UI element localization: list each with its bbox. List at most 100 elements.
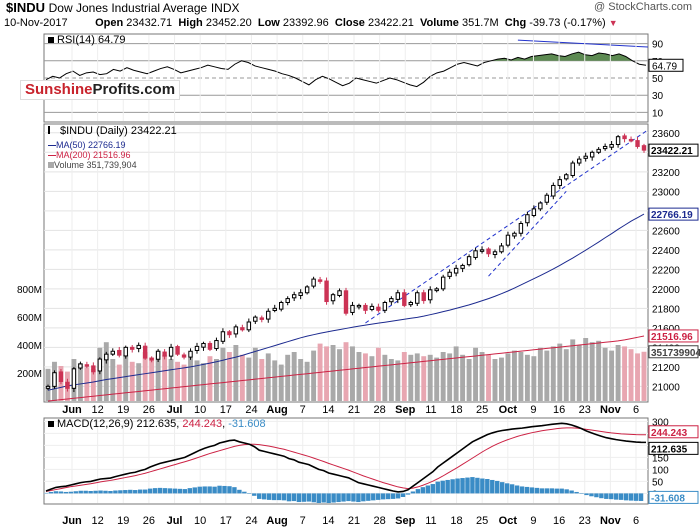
volume-tick-label: 400M xyxy=(17,341,42,352)
date-label-bottom: Jul xyxy=(167,515,183,527)
volume-bar xyxy=(304,361,310,401)
date-label: Nov xyxy=(600,404,622,416)
macd-histogram-bar xyxy=(544,488,550,494)
quote-high: 23452.20 xyxy=(205,17,252,29)
volume-bar xyxy=(447,353,453,401)
macd-histogram-bar xyxy=(519,486,525,494)
date-label: 18 xyxy=(450,404,462,416)
axis-labels: 907050301064.792100021200214002160021800… xyxy=(17,40,700,527)
volume-bar xyxy=(311,350,317,401)
candle xyxy=(376,306,381,311)
macd-histogram-bar xyxy=(614,493,619,500)
volume-bar xyxy=(356,352,362,401)
date-label: 25 xyxy=(476,404,488,416)
volume-bar xyxy=(440,352,446,401)
volume-bar xyxy=(285,354,291,401)
volume-bar xyxy=(252,347,258,401)
price-tick-label: 23200 xyxy=(652,168,680,179)
macd-histogram-bar xyxy=(445,479,450,494)
macd-histogram-bar xyxy=(549,488,554,494)
volume-bar xyxy=(123,354,129,401)
macd-histogram-bar xyxy=(83,490,88,494)
macd-tick-label: 300 xyxy=(652,417,669,428)
macd-histogram-bar xyxy=(524,486,530,494)
date-label: 24 xyxy=(245,404,257,416)
candle xyxy=(583,155,588,159)
macd-histogram-bar xyxy=(301,493,307,502)
quote-low: 23392.96 xyxy=(282,17,329,29)
candle xyxy=(389,298,394,303)
macd-histogram-bar xyxy=(242,491,247,494)
quote-open: 23432.71 xyxy=(126,17,173,29)
macd-histogram-bar xyxy=(371,493,376,501)
date-label: 23 xyxy=(579,404,591,416)
volume-bar xyxy=(142,352,148,401)
candle xyxy=(240,327,245,331)
date-label-bottom: 6 xyxy=(633,515,639,527)
macd-histogram-bar xyxy=(73,491,78,494)
volume-bar xyxy=(421,356,427,401)
macd-title: MACD(12,26,9) 212.635, 244.243, -31.608 xyxy=(48,418,266,430)
volume-bar xyxy=(609,350,615,401)
macd-histogram-bar xyxy=(192,487,197,494)
candle xyxy=(382,301,388,311)
macd-histogram-bar xyxy=(529,487,535,494)
candle xyxy=(589,151,595,158)
volume-tick-label: 200M xyxy=(17,369,42,380)
macd-histogram-bar xyxy=(460,478,465,494)
ticker-title: $INDU Dow Jones Industrial Average INDX xyxy=(6,0,239,15)
macd-histogram-bar xyxy=(618,493,624,500)
candle xyxy=(104,353,109,361)
macd-line xyxy=(45,422,647,493)
volume-bar xyxy=(259,359,265,401)
candle xyxy=(408,301,413,306)
volume-bar xyxy=(375,347,381,401)
sunshineprofits-logo[interactable]: SunshineProfits.com xyxy=(20,80,181,100)
macd-histogram-bar xyxy=(98,490,103,494)
macd-histogram-bar xyxy=(63,491,69,494)
macd-histogram-bar xyxy=(53,491,59,494)
macd-tick-label: 50 xyxy=(652,477,664,488)
macd-histogram-bar xyxy=(361,493,366,502)
volume-bar xyxy=(499,357,504,401)
macd-histogram-bar xyxy=(247,493,252,494)
candle xyxy=(460,264,465,269)
volume-bar xyxy=(414,353,420,401)
candle xyxy=(188,350,193,358)
candle xyxy=(84,364,90,367)
price-tick-label: 21800 xyxy=(652,304,680,315)
volume-bar xyxy=(350,346,355,401)
price-tick-label: 23600 xyxy=(652,129,680,140)
ticker-symbol: $INDU xyxy=(6,0,46,15)
macd-signal-line xyxy=(45,427,647,492)
candle xyxy=(415,292,420,304)
macd-histogram-bar xyxy=(534,487,540,494)
macd-histogram-bar xyxy=(490,479,495,494)
macd-histogram-bar xyxy=(579,493,584,494)
date-label-bottom: Nov xyxy=(600,515,622,527)
macd-histogram-bar xyxy=(420,487,426,494)
volume-bar xyxy=(265,353,271,401)
volume-bar xyxy=(395,360,401,401)
macd-layer xyxy=(43,419,648,503)
volume-bar xyxy=(201,363,206,401)
macd-histogram-bar xyxy=(628,493,634,501)
candle xyxy=(214,340,219,350)
candle xyxy=(71,368,77,389)
volume-bar xyxy=(596,340,602,401)
macd-histogram-bar xyxy=(475,477,480,494)
volume-bar xyxy=(246,357,252,401)
date-label-bottom: 18 xyxy=(450,515,462,527)
candle xyxy=(259,317,264,320)
macd-histogram-bar xyxy=(123,490,128,494)
macd-histogram-bar xyxy=(187,488,193,494)
macd-legend-swatch xyxy=(48,421,54,427)
macd-histogram-bar xyxy=(584,493,589,496)
macd-histogram-bar xyxy=(499,482,505,494)
volume-bar xyxy=(155,350,161,401)
candle xyxy=(155,350,161,360)
candle xyxy=(628,138,634,142)
ma50-value-label-box xyxy=(648,207,699,221)
macd-histogram-bar xyxy=(331,493,336,503)
